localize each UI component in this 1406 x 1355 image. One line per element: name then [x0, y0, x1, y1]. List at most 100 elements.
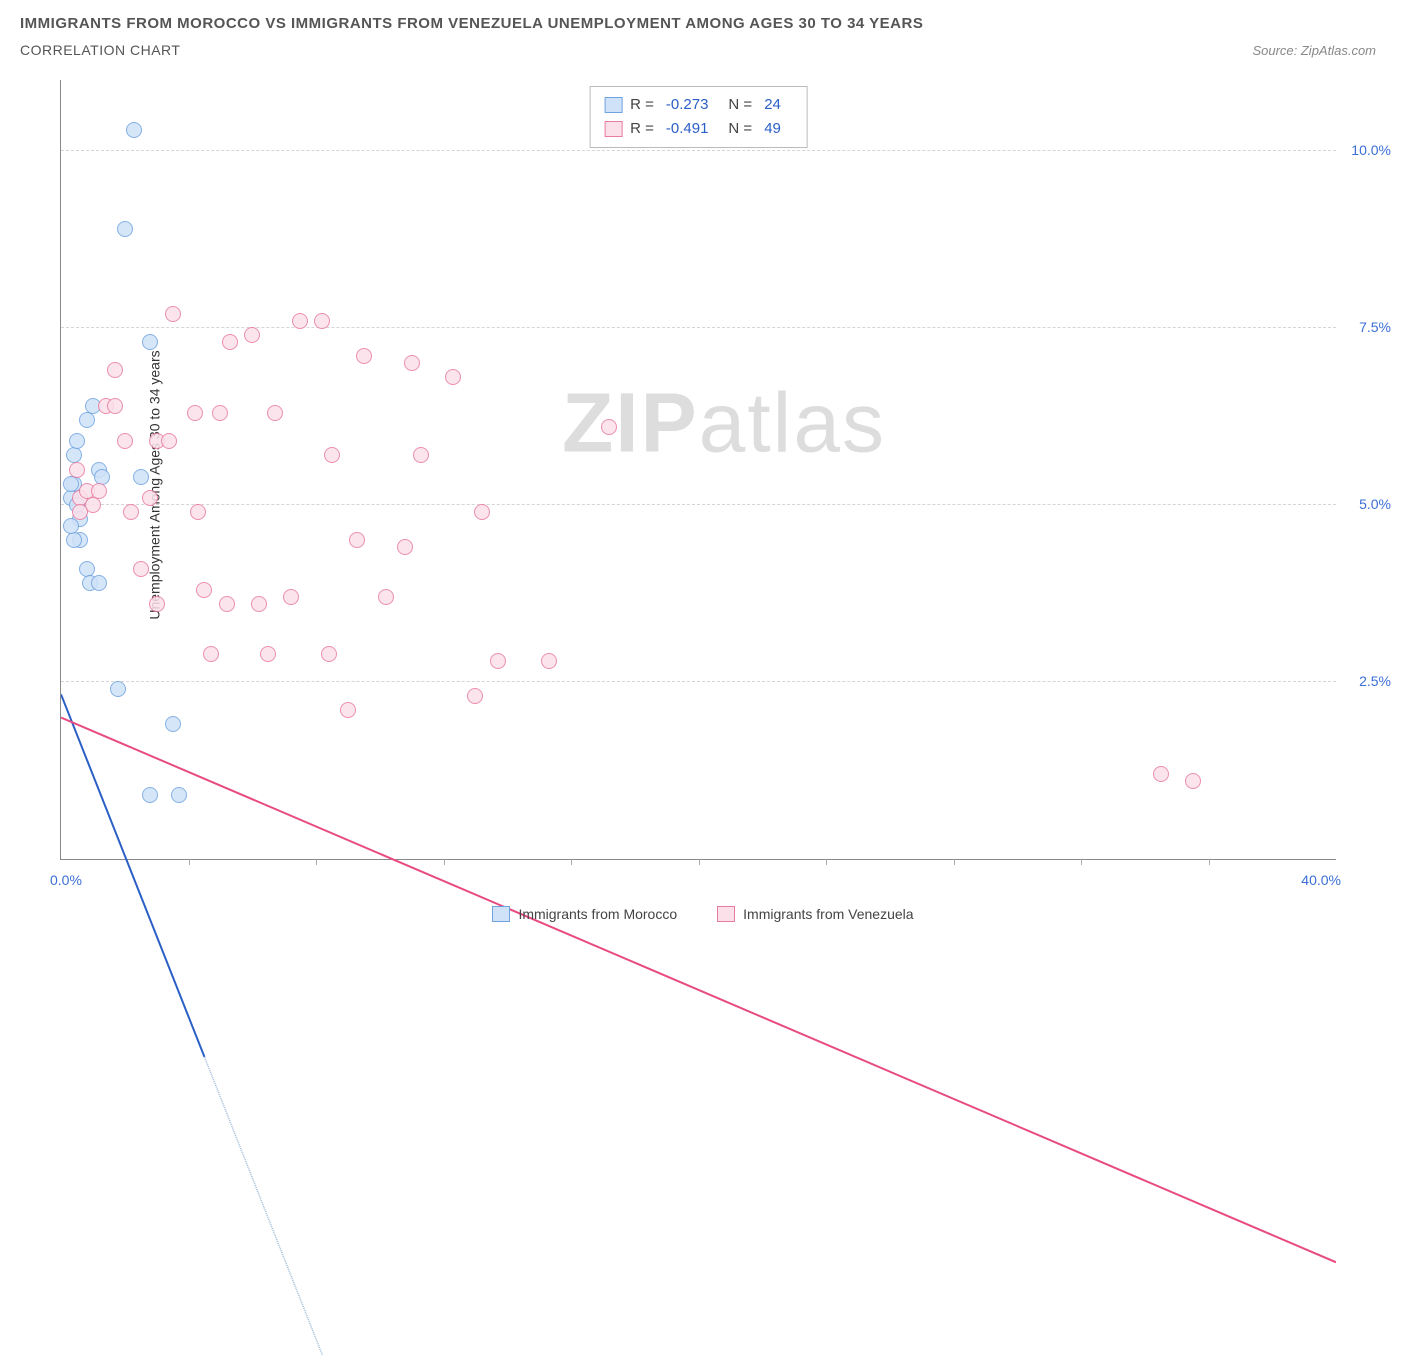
data-point	[196, 582, 212, 598]
data-point	[126, 122, 142, 138]
data-point	[133, 469, 149, 485]
data-point	[203, 646, 219, 662]
data-point	[340, 702, 356, 718]
y-tick-label: 2.5%	[1359, 673, 1391, 689]
data-point	[79, 412, 95, 428]
legend-swatch	[492, 906, 510, 922]
data-point	[91, 483, 107, 499]
data-point	[1185, 773, 1201, 789]
watermark-zip: ZIP	[562, 375, 699, 469]
x-tick	[316, 859, 317, 865]
data-point	[85, 497, 101, 513]
data-point	[1153, 766, 1169, 782]
r-value: -0.273	[666, 93, 709, 117]
x-axis-min-label: 0.0%	[50, 872, 82, 888]
x-tick	[699, 859, 700, 865]
data-point	[161, 433, 177, 449]
n-value: 49	[764, 117, 781, 141]
data-point	[219, 596, 235, 612]
data-point	[63, 518, 79, 534]
data-point	[251, 596, 267, 612]
data-point	[267, 405, 283, 421]
data-point	[107, 398, 123, 414]
series-legend: Immigrants from Morocco Immigrants from V…	[0, 906, 1406, 922]
x-tick	[189, 859, 190, 865]
data-point	[283, 589, 299, 605]
data-point	[133, 561, 149, 577]
data-point	[165, 306, 181, 322]
data-point	[187, 405, 203, 421]
data-point	[66, 532, 82, 548]
data-point	[142, 490, 158, 506]
x-tick	[954, 859, 955, 865]
y-tick-label: 5.0%	[1359, 496, 1391, 512]
data-point	[292, 313, 308, 329]
x-tick	[571, 859, 572, 865]
watermark-atlas: atlas	[699, 375, 886, 469]
data-point	[404, 355, 420, 371]
stats-legend-row: R = -0.491 N = 49	[604, 117, 793, 141]
legend-label: Immigrants from Venezuela	[743, 906, 913, 922]
data-point	[110, 681, 126, 697]
x-tick	[826, 859, 827, 865]
data-point	[244, 327, 260, 343]
chart-subtitle: CORRELATION CHART	[20, 42, 923, 58]
legend-item: Immigrants from Morocco	[492, 906, 677, 922]
r-label: R =	[630, 93, 654, 117]
legend-swatch	[604, 121, 622, 137]
title-block: IMMIGRANTS FROM MOROCCO VS IMMIGRANTS FR…	[20, 12, 923, 58]
gridline: 10.0%	[61, 150, 1336, 151]
r-label: R =	[630, 117, 654, 141]
r-value: -0.491	[666, 117, 709, 141]
data-point	[397, 539, 413, 555]
n-label: N =	[728, 93, 752, 117]
chart-area: Unemployment Among Ages 30 to 34 years Z…	[60, 80, 1396, 890]
n-value: 24	[764, 93, 781, 117]
x-axis-max-label: 40.0%	[1301, 872, 1341, 888]
data-point	[63, 476, 79, 492]
data-point	[314, 313, 330, 329]
stats-legend: R = -0.273 N = 24 R = -0.491 N = 49	[589, 86, 808, 148]
data-point	[349, 532, 365, 548]
x-tick	[444, 859, 445, 865]
x-tick	[1209, 859, 1210, 865]
data-point	[117, 433, 133, 449]
data-point	[142, 787, 158, 803]
data-point	[123, 504, 139, 520]
data-point	[142, 334, 158, 350]
data-point	[69, 433, 85, 449]
gridline: 2.5%	[61, 681, 1336, 682]
data-point	[541, 653, 557, 669]
x-tick	[1081, 859, 1082, 865]
legend-item: Immigrants from Venezuela	[717, 906, 913, 922]
data-point	[222, 334, 238, 350]
data-point	[413, 447, 429, 463]
legend-swatch	[604, 97, 622, 113]
header-row: IMMIGRANTS FROM MOROCCO VS IMMIGRANTS FR…	[0, 0, 1406, 62]
data-point	[356, 348, 372, 364]
chart-source: Source: ZipAtlas.com	[1252, 43, 1376, 58]
data-point	[474, 504, 490, 520]
data-point	[467, 688, 483, 704]
data-point	[445, 369, 461, 385]
data-point	[171, 787, 187, 803]
legend-swatch	[717, 906, 735, 922]
data-point	[190, 504, 206, 520]
gridline: 5.0%	[61, 504, 1336, 505]
data-point	[324, 447, 340, 463]
data-point	[69, 462, 85, 478]
legend-label: Immigrants from Morocco	[518, 906, 677, 922]
data-point	[490, 653, 506, 669]
data-point	[321, 646, 337, 662]
data-point	[91, 575, 107, 591]
chart-title: IMMIGRANTS FROM MOROCCO VS IMMIGRANTS FR…	[20, 12, 923, 36]
y-tick-label: 10.0%	[1351, 142, 1391, 158]
n-label: N =	[728, 117, 752, 141]
data-point	[378, 589, 394, 605]
data-point	[601, 419, 617, 435]
data-point	[149, 596, 165, 612]
plot-area: ZIPatlas R = -0.273 N = 24 R = -0.491 N = 49 2.…	[60, 80, 1336, 860]
data-point	[212, 405, 228, 421]
trend-lines	[61, 80, 1336, 1355]
data-point	[117, 221, 133, 237]
